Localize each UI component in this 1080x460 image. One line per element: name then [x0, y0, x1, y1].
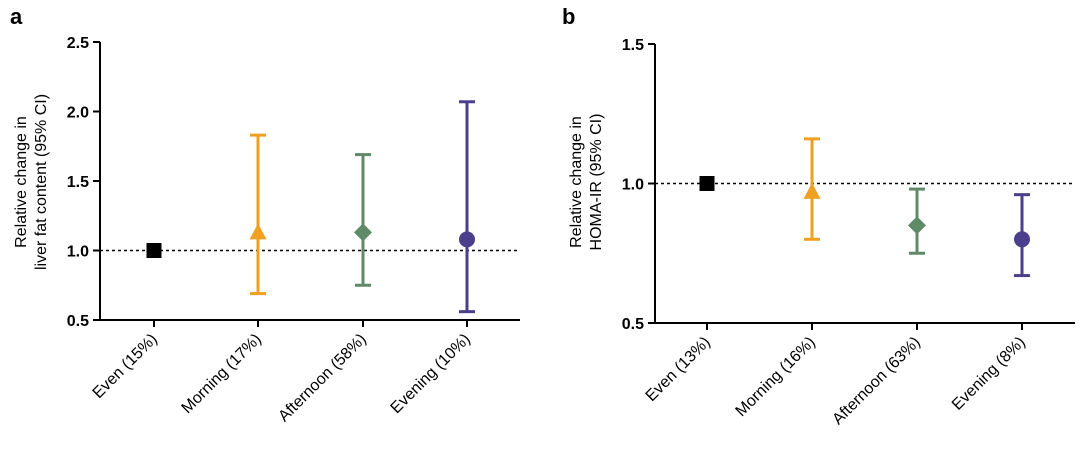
y-tick-label: 1.0: [67, 244, 89, 261]
y-tick-label: 2.5: [67, 35, 89, 52]
panel-a-marks: 0.5 1.0 1.5 2.0 2.5 Even (15%) Morning (17%) Af…: [67, 35, 520, 425]
marker-square: [699, 176, 715, 191]
x-tick-label: Afternoon (58%): [275, 331, 369, 425]
panel-b: b Relative change in HOMA-IR (95% CI) 0.…: [562, 4, 1075, 428]
y-tick-label: 0.5: [622, 316, 644, 333]
x-tick-label: Morning (17%): [179, 331, 265, 417]
marker-diamond: [354, 223, 372, 242]
panel-a-label: a: [10, 4, 23, 29]
marker-circle: [1014, 231, 1030, 248]
marker-diamond: [908, 216, 926, 235]
panel-a: a Relative change in liver fat content (…: [10, 4, 520, 425]
marker-circle: [459, 231, 475, 248]
panel-a-ylabel-line1: Relative change in: [13, 116, 30, 248]
panel-b-ylabel-line1: Relative change in: [568, 116, 585, 248]
marker-triangle: [249, 223, 267, 240]
x-tick-label: Morning (16%): [733, 334, 819, 420]
panel-b-label: b: [562, 4, 575, 29]
panel-b-ylabel-line2: HOMA-IR (95% CI): [588, 114, 605, 251]
marker-triangle: [803, 182, 821, 199]
y-tick-label: 1.5: [67, 174, 89, 191]
panel-a-ylabel-line2: liver fat content (95% CI): [33, 94, 50, 270]
x-tick-label: Afternoon (63%): [829, 334, 923, 428]
y-tick-label: 1.5: [622, 37, 644, 54]
y-tick-label: 0.5: [67, 313, 89, 330]
x-tick-label: Evening (10%): [388, 331, 474, 417]
x-tick-label: Even (13%): [643, 334, 714, 405]
panel-b-marks: 0.5 1.0 1.5 Even (13%) Morning (16%) Afternoo…: [622, 37, 1075, 428]
y-tick-label: 1.0: [622, 177, 644, 194]
x-tick-label: Even (15%): [90, 331, 161, 402]
marker-square: [146, 243, 162, 258]
y-tick-label: 2.0: [67, 105, 89, 122]
x-tick-label: Evening (8%): [949, 334, 1029, 414]
